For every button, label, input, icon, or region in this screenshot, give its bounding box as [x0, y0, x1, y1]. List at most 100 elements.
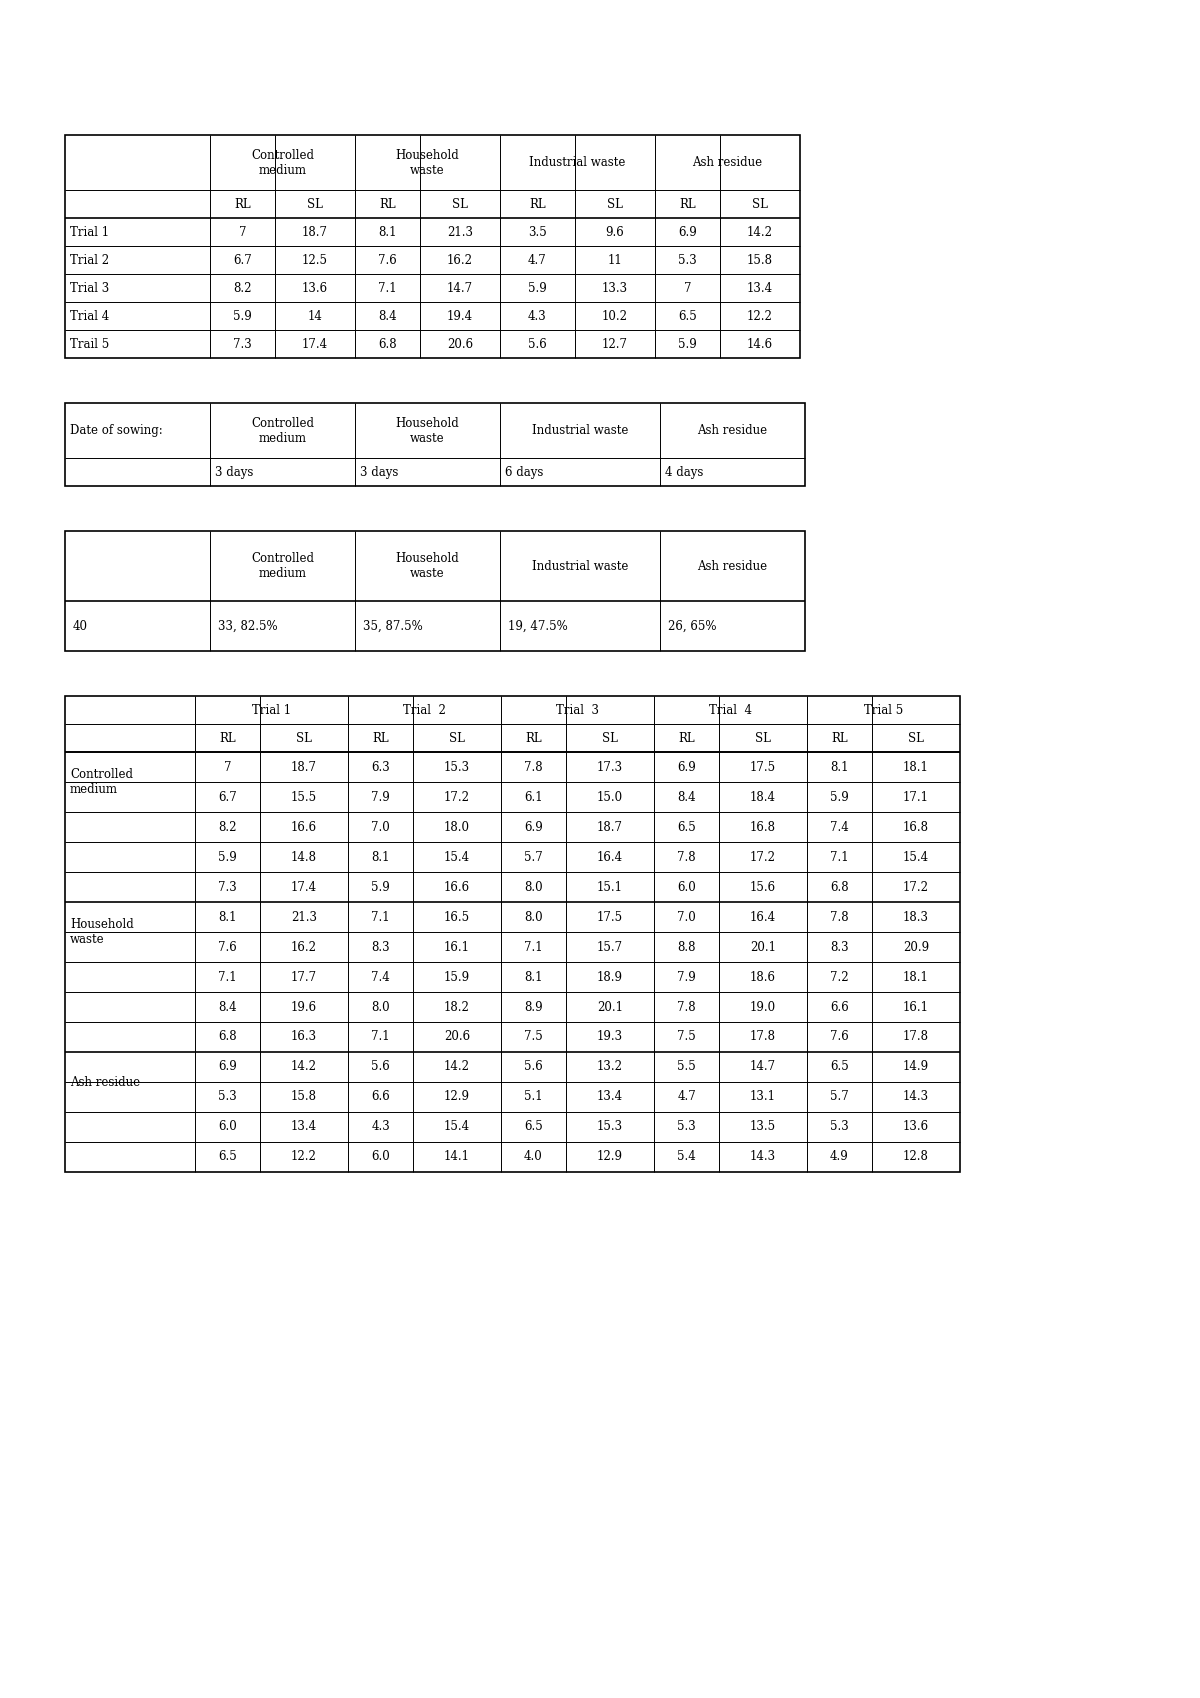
Bar: [65, 136, 800, 358]
Text: 5.6: 5.6: [371, 1061, 390, 1073]
Text: RL: RL: [529, 197, 546, 211]
Text: 16.8: 16.8: [750, 820, 776, 834]
Text: 4.7: 4.7: [528, 253, 547, 267]
Text: 18.6: 18.6: [750, 971, 776, 983]
Text: 6.5: 6.5: [218, 1151, 236, 1163]
Text: 8.1: 8.1: [371, 851, 390, 864]
Text: 4.7: 4.7: [677, 1090, 696, 1104]
Text: 7.4: 7.4: [830, 820, 848, 834]
Text: 4.3: 4.3: [528, 309, 547, 323]
Text: 21.3: 21.3: [446, 226, 473, 238]
Text: 7.1: 7.1: [378, 282, 397, 294]
Text: RL: RL: [678, 732, 695, 744]
Text: 14.8: 14.8: [292, 851, 317, 864]
Text: Controlled
medium: Controlled medium: [70, 767, 133, 796]
Text: 17.1: 17.1: [904, 791, 929, 803]
Text: 14.6: 14.6: [746, 338, 773, 350]
Text: 6.3: 6.3: [371, 761, 390, 774]
Text: 17.2: 17.2: [444, 791, 470, 803]
Text: 7.8: 7.8: [677, 1000, 696, 1014]
Text: Household
waste: Household waste: [396, 416, 460, 445]
Text: 16.4: 16.4: [596, 851, 623, 864]
Text: Industrial waste: Industrial waste: [532, 560, 628, 572]
Text: 12.5: 12.5: [302, 253, 328, 267]
Text: 18.9: 18.9: [598, 971, 623, 983]
Text: 16.1: 16.1: [904, 1000, 929, 1014]
Text: 6.6: 6.6: [830, 1000, 848, 1014]
Text: 18.7: 18.7: [598, 820, 623, 834]
Text: Ash residue: Ash residue: [697, 560, 768, 572]
Text: SL: SL: [452, 197, 468, 211]
Text: 5.9: 5.9: [678, 338, 697, 350]
Text: 6.9: 6.9: [218, 1061, 236, 1073]
Text: 12.7: 12.7: [602, 338, 628, 350]
Text: 6.5: 6.5: [678, 309, 697, 323]
Text: RL: RL: [526, 732, 542, 744]
Text: 16.3: 16.3: [290, 1031, 317, 1044]
Text: 6.6: 6.6: [371, 1090, 390, 1104]
Text: 8.0: 8.0: [371, 1000, 390, 1014]
Text: 16.8: 16.8: [904, 820, 929, 834]
Text: 7.6: 7.6: [378, 253, 397, 267]
Text: 18.7: 18.7: [292, 761, 317, 774]
Text: 7.8: 7.8: [677, 851, 696, 864]
Text: 14.9: 14.9: [902, 1061, 929, 1073]
Text: 12.2: 12.2: [748, 309, 773, 323]
Text: Industrial waste: Industrial waste: [529, 156, 625, 170]
Text: 7.4: 7.4: [371, 971, 390, 983]
Text: 8.3: 8.3: [830, 941, 848, 954]
Text: 5.3: 5.3: [830, 1121, 848, 1134]
Text: 14.2: 14.2: [746, 226, 773, 238]
Text: SL: SL: [307, 197, 323, 211]
Text: Trial  4: Trial 4: [709, 703, 752, 717]
Text: 13.4: 13.4: [290, 1121, 317, 1134]
Text: 14.2: 14.2: [292, 1061, 317, 1073]
Text: 13.3: 13.3: [602, 282, 628, 294]
Text: 14.7: 14.7: [750, 1061, 776, 1073]
Text: 33, 82.5%: 33, 82.5%: [218, 620, 277, 632]
Text: RL: RL: [379, 197, 396, 211]
Text: 20.1: 20.1: [750, 941, 776, 954]
Text: 7.1: 7.1: [218, 971, 236, 983]
Text: 14.1: 14.1: [444, 1151, 470, 1163]
Text: 7.9: 7.9: [677, 971, 696, 983]
Text: Controlled
medium: Controlled medium: [251, 416, 314, 445]
Text: 19.4: 19.4: [446, 309, 473, 323]
Text: 18.1: 18.1: [904, 971, 929, 983]
Text: 6.9: 6.9: [677, 761, 696, 774]
Text: Household
waste: Household waste: [396, 148, 460, 177]
Text: 7.0: 7.0: [677, 910, 696, 924]
Text: 5.3: 5.3: [677, 1121, 696, 1134]
Text: 13.1: 13.1: [750, 1090, 776, 1104]
Text: 4.0: 4.0: [524, 1151, 542, 1163]
Text: 7.5: 7.5: [524, 1031, 542, 1044]
Text: 17.4: 17.4: [290, 881, 317, 893]
Text: 6.0: 6.0: [677, 881, 696, 893]
Text: 4.3: 4.3: [371, 1121, 390, 1134]
Text: 19, 47.5%: 19, 47.5%: [508, 620, 568, 632]
Text: 5.4: 5.4: [677, 1151, 696, 1163]
Text: 16.2: 16.2: [446, 253, 473, 267]
Text: 5.1: 5.1: [524, 1090, 542, 1104]
Text: 6.8: 6.8: [218, 1031, 236, 1044]
Text: 11: 11: [607, 253, 623, 267]
Text: Household
waste: Household waste: [396, 552, 460, 581]
Text: Trial 4: Trial 4: [70, 309, 109, 323]
Text: SL: SL: [755, 732, 770, 744]
Text: 8.4: 8.4: [378, 309, 397, 323]
Bar: [65, 531, 805, 650]
Text: 7.1: 7.1: [371, 910, 390, 924]
Text: 7.6: 7.6: [830, 1031, 848, 1044]
Text: 17.8: 17.8: [750, 1031, 776, 1044]
Text: Ash residue: Ash residue: [692, 156, 762, 170]
Text: 13.6: 13.6: [302, 282, 328, 294]
Text: 7.1: 7.1: [830, 851, 848, 864]
Text: 7.6: 7.6: [218, 941, 236, 954]
Text: 5.6: 5.6: [524, 1061, 542, 1073]
Text: Ash residue: Ash residue: [70, 1075, 140, 1088]
Text: Trial 5: Trial 5: [864, 703, 904, 717]
Text: 7.0: 7.0: [371, 820, 390, 834]
Text: Industrial waste: Industrial waste: [532, 424, 628, 436]
Bar: [65, 696, 960, 1172]
Text: 8.8: 8.8: [677, 941, 696, 954]
